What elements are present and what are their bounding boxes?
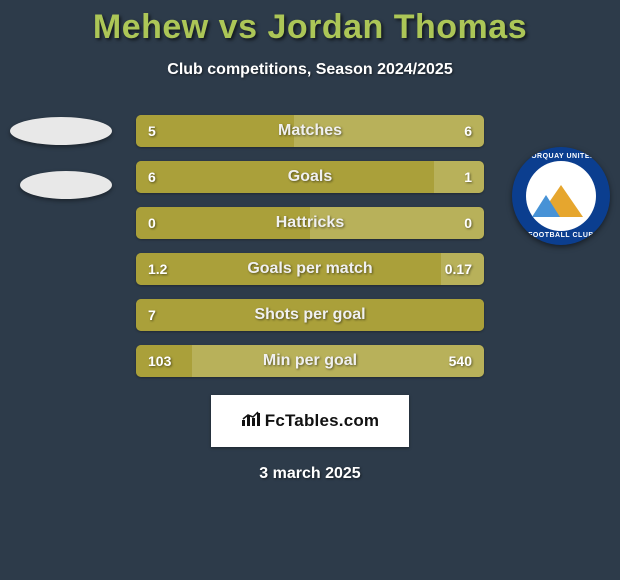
crest-inner — [526, 161, 596, 231]
stat-label: Goals per match — [136, 253, 484, 285]
crest-text-bottom: FOOTBALL CLUB — [512, 232, 610, 239]
date-label: 3 march 2025 — [0, 465, 620, 483]
stat-row: 7Shots per goal — [136, 299, 484, 331]
club-crest: TORQUAY UNITED FOOTBALL CLUB — [512, 147, 610, 245]
stat-row: 56Matches — [136, 115, 484, 147]
stat-label: Hattricks — [136, 207, 484, 239]
stat-label: Shots per goal — [136, 299, 484, 331]
stat-row: 61Goals — [136, 161, 484, 193]
placeholder-ellipse — [20, 171, 112, 199]
chart-area: TORQUAY UNITED FOOTBALL CLUB 56Matches 61… — [0, 107, 620, 377]
subtitle: Club competitions, Season 2024/2025 — [0, 61, 620, 79]
placeholder-ellipse — [10, 117, 112, 145]
mountain-icon — [532, 195, 560, 217]
right-player-badge: TORQUAY UNITED FOOTBALL CLUB — [512, 147, 610, 245]
stat-label: Goals — [136, 161, 484, 193]
stat-label: Min per goal — [136, 345, 484, 377]
logo-box[interactable]: FcTables.com — [211, 395, 409, 447]
stat-row: 00Hattricks — [136, 207, 484, 239]
logo-text: FcTables.com — [265, 411, 380, 431]
bars-container: 56Matches 61Goals 00Hattricks 1.20.17Goals … — [136, 115, 484, 391]
chart-icon — [241, 411, 261, 432]
page-title: Mehew vs Jordan Thomas — [0, 8, 620, 47]
stat-row: 103540Min per goal — [136, 345, 484, 377]
crest-text-top: TORQUAY UNITED — [512, 153, 610, 160]
stat-label: Matches — [136, 115, 484, 147]
left-player-badge — [10, 107, 112, 199]
stat-row: 1.20.17Goals per match — [136, 253, 484, 285]
comparison-card: Mehew vs Jordan Thomas Club competitions… — [0, 0, 620, 483]
